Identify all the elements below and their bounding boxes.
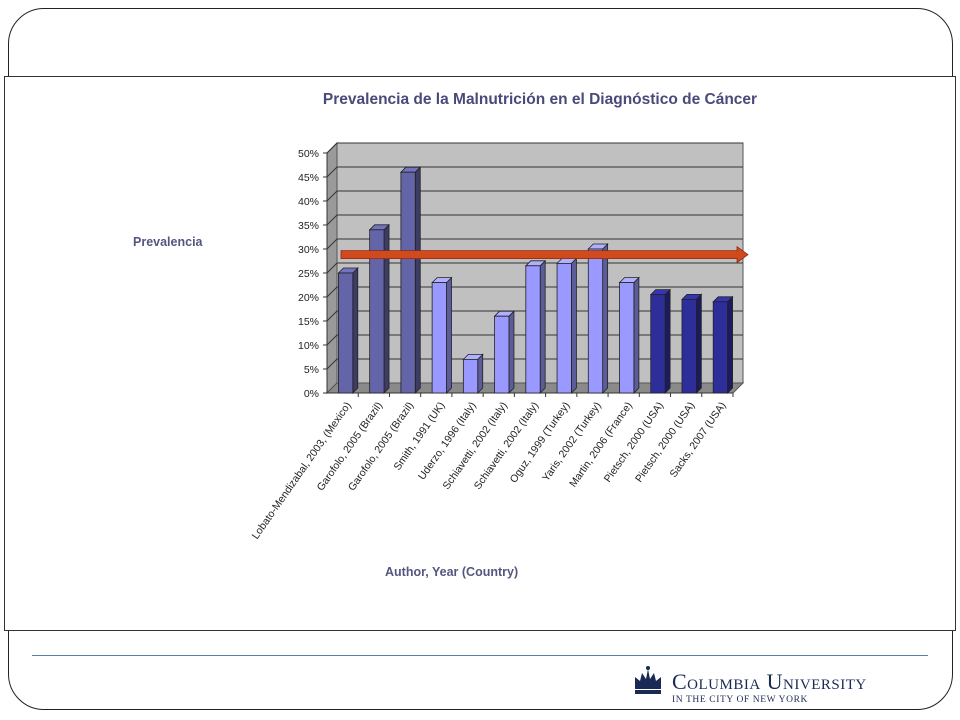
x-tick-label: Pietsch, 2000 (USA)	[602, 400, 666, 485]
gridline-side	[326, 286, 338, 298]
bar-side	[352, 267, 359, 394]
bar	[431, 282, 447, 394]
x-tick-label: Uderzo, 1996 (Italy)	[416, 400, 479, 482]
bar	[462, 358, 479, 394]
gridline-side	[326, 142, 338, 154]
chart-title: Prevalencia de la Malnutrición en el Dia…	[322, 91, 758, 108]
bar	[650, 294, 666, 394]
y-axis-label: Prevalencia	[133, 235, 203, 249]
y-tick-label: 10%	[298, 340, 319, 352]
bar-side	[695, 293, 702, 394]
bar	[494, 315, 510, 394]
bar	[338, 272, 354, 394]
y-tick-label: 0%	[304, 388, 319, 400]
y-tick-label: 45%	[298, 172, 319, 184]
university-logo: Columbia University IN THE CITY OF NEW Y…	[632, 663, 907, 709]
bar-side	[508, 310, 515, 394]
crown-icon	[635, 666, 661, 694]
gridline-side	[326, 190, 338, 202]
x-tick-label: Yaris, 2002 (Turkey)	[540, 400, 604, 484]
x-tick-label: Pietsch, 2000 (USA)	[633, 400, 697, 485]
bar-side	[446, 276, 452, 394]
bar-chart: 0%5%10%15%20%25%30%35%40%45%50%Lobato-Me…	[250, 141, 749, 542]
bar-side	[664, 288, 671, 394]
y-tick-label: 35%	[298, 220, 319, 232]
x-tick-label: Oguz, 1999 (Turkey)	[508, 400, 573, 485]
gridline-side	[326, 358, 338, 370]
bar-side	[477, 353, 484, 394]
gridline-side	[326, 334, 338, 346]
footer-divider	[32, 655, 928, 656]
y-tick-label: 30%	[298, 244, 319, 256]
y-tick-label: 15%	[298, 316, 319, 328]
x-axis-label: Author, Year (Country)	[385, 565, 519, 579]
bar-side	[633, 276, 640, 394]
gridline-side	[326, 262, 338, 274]
y-tick-label: 50%	[298, 148, 319, 160]
gridline-side	[326, 214, 338, 226]
bar	[587, 248, 604, 394]
bar-side	[602, 243, 609, 394]
y-tick-label: 25%	[298, 268, 319, 280]
bar	[369, 229, 385, 394]
bar-side	[383, 223, 390, 394]
chart-container: Prevalencia de la Malnutrición en el Dia…	[4, 76, 956, 631]
bar	[556, 262, 572, 394]
reference-arrow	[340, 245, 749, 264]
bar	[619, 282, 635, 394]
gridline-side	[326, 310, 338, 322]
gridline-side	[326, 238, 338, 250]
university-name: Columbia University	[672, 669, 867, 694]
bar-side	[571, 257, 577, 394]
bar-side	[414, 166, 421, 394]
bar	[400, 171, 416, 394]
y-tick-label: 20%	[298, 292, 319, 304]
bar-side	[539, 259, 546, 394]
y-tick-label: 5%	[304, 364, 319, 376]
y-tick-label: 40%	[298, 196, 319, 208]
x-tick-label: Sacks, 2007 (USA)	[668, 400, 729, 480]
bar	[525, 265, 541, 394]
bar-side	[727, 295, 733, 394]
bar	[712, 301, 728, 394]
bar	[681, 298, 697, 394]
gridline-side	[326, 166, 338, 178]
university-subtitle: IN THE CITY OF NEW YORK	[672, 695, 808, 705]
